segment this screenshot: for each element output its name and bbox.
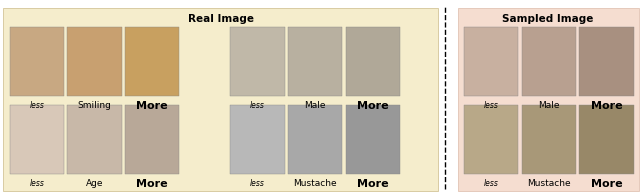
Bar xyxy=(464,105,518,174)
Text: Smiling: Smiling xyxy=(77,101,111,110)
Text: less: less xyxy=(250,179,265,188)
Text: less: less xyxy=(484,179,499,188)
Bar xyxy=(288,27,342,96)
Text: More: More xyxy=(591,101,622,111)
Bar xyxy=(230,105,285,174)
Bar xyxy=(288,105,342,174)
Text: Mustache: Mustache xyxy=(527,179,571,188)
Text: Age: Age xyxy=(86,179,103,188)
Bar xyxy=(67,27,122,96)
Bar xyxy=(230,27,285,96)
Bar xyxy=(522,27,576,96)
FancyBboxPatch shape xyxy=(458,8,639,191)
Bar xyxy=(522,105,576,174)
Text: More: More xyxy=(357,179,388,189)
Text: Real Image: Real Image xyxy=(188,14,254,24)
Text: Male: Male xyxy=(305,101,326,110)
Text: Sampled Image: Sampled Image xyxy=(502,14,594,24)
Bar xyxy=(346,105,400,174)
Text: More: More xyxy=(591,179,622,189)
Text: More: More xyxy=(136,101,168,111)
Text: More: More xyxy=(357,101,388,111)
Text: Mustache: Mustache xyxy=(293,179,337,188)
Text: less: less xyxy=(29,179,44,188)
Text: less: less xyxy=(484,101,499,110)
Bar xyxy=(10,105,64,174)
Bar xyxy=(125,27,179,96)
Bar xyxy=(67,105,122,174)
Text: More: More xyxy=(136,179,168,189)
Bar xyxy=(125,105,179,174)
FancyBboxPatch shape xyxy=(3,8,438,191)
Text: Male: Male xyxy=(538,101,559,110)
Bar xyxy=(579,27,634,96)
Bar xyxy=(10,27,64,96)
Bar xyxy=(579,105,634,174)
Bar xyxy=(464,27,518,96)
Text: less: less xyxy=(29,101,44,110)
Bar xyxy=(346,27,400,96)
Text: less: less xyxy=(250,101,265,110)
